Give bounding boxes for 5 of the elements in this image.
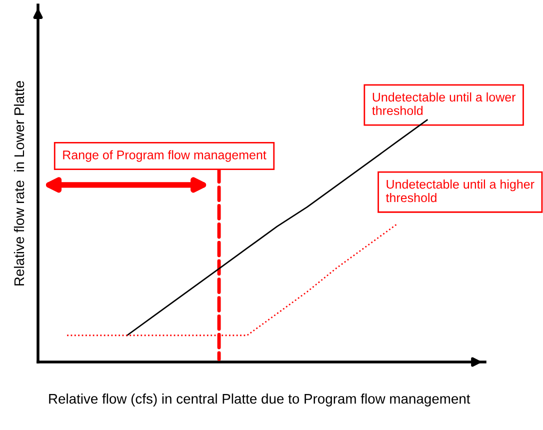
text: Undetectable until a lower threshold bbox=[372, 92, 516, 116]
x-axis-title: Relative flow (cfs) in central Platte due to Program flow management bbox=[49, 394, 470, 406]
annotation: Undetectable until a higher threshold bbox=[386, 180, 534, 202]
y-axis-title: Relative flow rate in Lower Platte bbox=[14, 81, 24, 286]
annotation: Range of Program flow management bbox=[63, 150, 266, 162]
